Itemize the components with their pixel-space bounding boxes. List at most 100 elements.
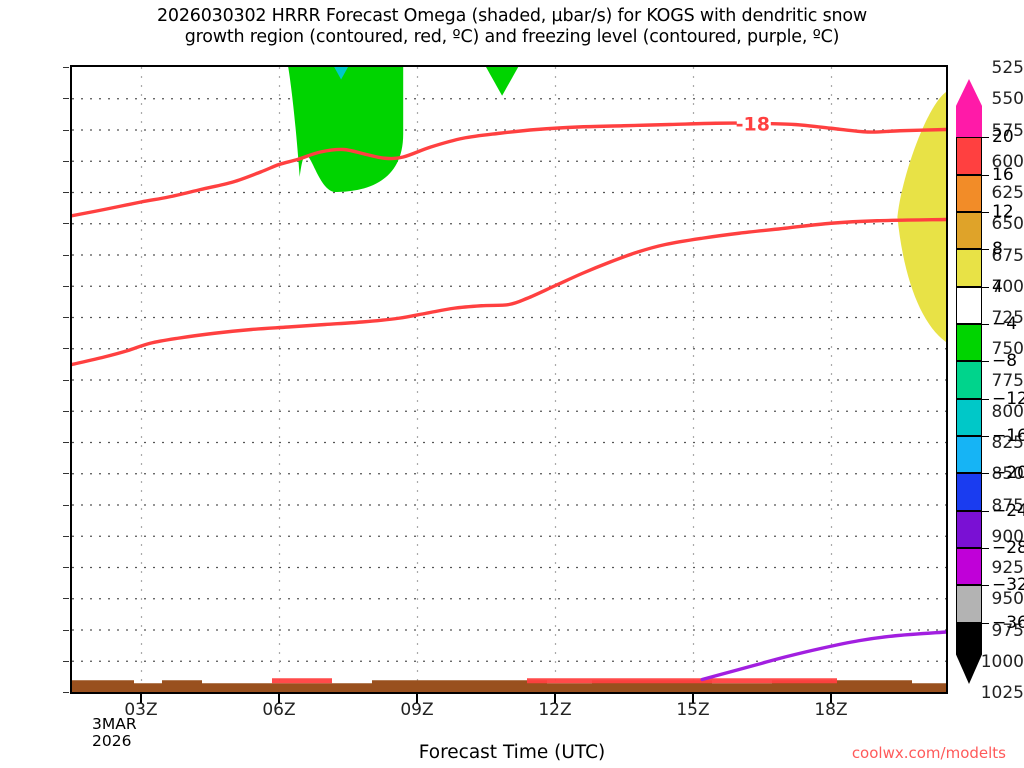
chart-title-line2: growth region (contoured, red, ºC) and f… [184, 27, 840, 47]
y-tick-label: 575 [991, 120, 1024, 141]
colorbar-tick-label: −24 [992, 500, 1024, 521]
colorbar-tick [982, 622, 989, 624]
colorbar-tick [982, 398, 989, 400]
y-tick-label: 950 [991, 589, 1024, 610]
y-tick-label: 850 [991, 464, 1024, 485]
y-tick-mark [63, 473, 69, 475]
y-tick-mark [63, 160, 69, 162]
colorbar-tick [982, 249, 989, 251]
colorbar-band [956, 548, 982, 586]
colorbar-tick [982, 548, 989, 549]
series-dendritic-snow-growth-region-top-18c- [72, 121, 946, 218]
colorbar: 20 16 12 8 4 −4 −8 −12 −16 −20 −24 −28 −32 −36 [956, 78, 1024, 684]
plot-area: -18 [70, 65, 948, 694]
colorbar-tick [982, 510, 989, 512]
colorbar-tick [982, 137, 989, 139]
colorbar-tick [982, 286, 989, 288]
y-tick-mark [63, 692, 69, 693]
y-tick-mark [63, 348, 69, 350]
y-tick-label: 675 [991, 245, 1024, 266]
plot-canvas: -18 [72, 67, 946, 692]
x-tick-mark [278, 694, 280, 703]
x-tick-mark [416, 694, 418, 703]
colorbar-band [956, 137, 982, 175]
y-tick-mark [63, 192, 69, 193]
y-tick-label: 825 [991, 433, 1024, 453]
colorbar-band [956, 286, 982, 324]
colorbar-tick [982, 436, 989, 437]
y-tick-mark [63, 598, 69, 600]
credit-link[interactable]: coolwx.com/modelts [851, 744, 1006, 762]
x-tick-mark [140, 694, 142, 703]
y-tick-mark [63, 660, 69, 662]
chart-title-line1: 2026030302 HRRR Forecast Omega (shaded, … [156, 6, 868, 26]
colorbar-over-arrow [956, 79, 982, 138]
y-tick-label: 800 [991, 401, 1024, 422]
colorbar-under-arrow [956, 622, 982, 684]
y-tick-label: 700 [991, 276, 1024, 297]
y-tick-label: 525 [991, 58, 1024, 78]
chart-title: 2026030302 HRRR Forecast Omega (shaded, … [0, 6, 1024, 48]
y-tick-label: 1025 [980, 683, 1024, 703]
x-tick-label: 18Z [814, 700, 848, 720]
colorbar-band [956, 212, 982, 250]
colorbar-tick-label: 12 [992, 202, 1014, 222]
x-tick-label: 03Z [124, 700, 158, 720]
y-tick-mark [63, 223, 69, 225]
y-tick-label: 775 [991, 370, 1024, 391]
colorbar-tick-label: 8 [992, 239, 1003, 260]
colorbar-band [956, 436, 982, 474]
colorbar-tick-label: −4 [992, 314, 1018, 334]
y-tick-mark [63, 535, 69, 537]
y-tick-mark [63, 629, 69, 631]
colorbar-tick-label: 4 [992, 276, 1003, 297]
y-tick-mark [63, 379, 69, 381]
colorbar-tick [982, 585, 989, 587]
colorbar-tick-label: 20 [992, 127, 1014, 148]
colorbar-tick-label: −12 [992, 388, 1024, 409]
colorbar-tick-label: −16 [992, 426, 1024, 446]
y-tick-label: 900 [991, 526, 1024, 547]
y-tick-mark [63, 317, 69, 318]
y-tick-mark [63, 567, 69, 568]
series-dendritic-snow-growth-region-bottom-12c- [72, 217, 946, 367]
y-tick-label: 600 [991, 151, 1024, 172]
x-tick-mark [692, 694, 694, 703]
colorbar-tick-label: −32 [992, 575, 1024, 596]
y-tick-mark [63, 67, 69, 68]
y-tick-label: 650 [991, 214, 1024, 235]
colorbar-tick-label: −8 [992, 351, 1018, 372]
colorbar-band [956, 585, 982, 623]
colorbar-tick [982, 473, 989, 475]
y-tick-label: 725 [991, 308, 1024, 328]
y-tick-label: 550 [991, 89, 1024, 110]
y-tick-mark [63, 442, 69, 443]
colorbar-band [956, 361, 982, 399]
colorbar-tick-label: 16 [992, 164, 1014, 185]
colorbar-tick-label: −36 [992, 612, 1024, 633]
x-tick-mark [830, 694, 832, 703]
y-tick-mark [63, 129, 69, 131]
x-tick-label: 06Z [262, 700, 296, 720]
x-tick-mark [554, 694, 556, 703]
y-tick-mark [63, 410, 69, 412]
colorbar-tick [982, 212, 989, 213]
series-freezing-level-0c- [700, 630, 946, 682]
colorbar-band [956, 324, 982, 362]
colorbar-tick-label: −20 [992, 463, 1024, 484]
y-tick-label: 750 [991, 339, 1024, 360]
y-tick-mark [63, 254, 69, 256]
colorbar-band [956, 473, 982, 511]
y-tick-label: 925 [991, 558, 1024, 578]
x-tick-label: 12Z [538, 700, 572, 720]
colorbar-tick [982, 324, 989, 325]
y-tick-label: 625 [991, 183, 1024, 203]
x-axis-title: Forecast Time (UTC) [418, 742, 606, 763]
colorbar-band [956, 510, 982, 548]
colorbar-tick [982, 174, 989, 176]
colorbar-band [956, 398, 982, 436]
x-axis-date-stamp: 3MAR 2026 [92, 715, 137, 750]
y-tick-mark [63, 285, 69, 287]
y-tick-mark [63, 504, 69, 506]
